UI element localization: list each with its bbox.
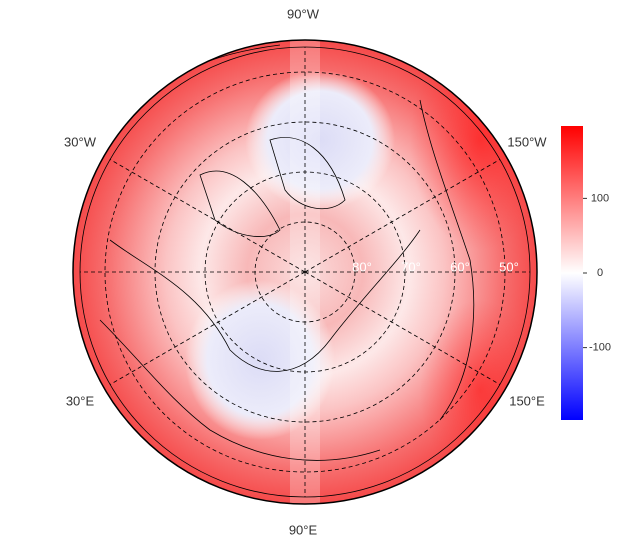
meridian-label: 30°W (64, 134, 97, 149)
map-border (72, 39, 538, 505)
colorbar: -100 0 100 (561, 126, 611, 420)
field (73, 40, 537, 504)
latitude-label: 80° (352, 259, 372, 274)
colorbar-tick-label: -100 (589, 342, 611, 354)
meridian-label: 150°E (509, 393, 545, 408)
meridian-label: 90°E (289, 522, 318, 537)
graticule (80, 47, 530, 497)
colorbar-tick-label: 100 (591, 192, 609, 204)
latitude-label: 60° (450, 259, 470, 274)
latitude-label: 50° (499, 259, 519, 274)
meridian (304, 159, 501, 273)
meridian (304, 271, 501, 385)
meridian (109, 159, 306, 273)
latitude-label: 70° (401, 259, 421, 274)
meridian-label: 30°E (66, 393, 95, 408)
meridian-label: 90°W (287, 6, 320, 21)
colorbar-ramp (561, 126, 583, 420)
inner-border (79, 46, 531, 498)
labels: 90°W 30°W 150°W 30°E 150°E 90°E 80° 70° 60° 50° (64, 6, 547, 537)
meridian (109, 271, 306, 385)
meridian-label: 150°W (507, 134, 547, 149)
colorbar-tick-label: 0 (597, 267, 603, 279)
